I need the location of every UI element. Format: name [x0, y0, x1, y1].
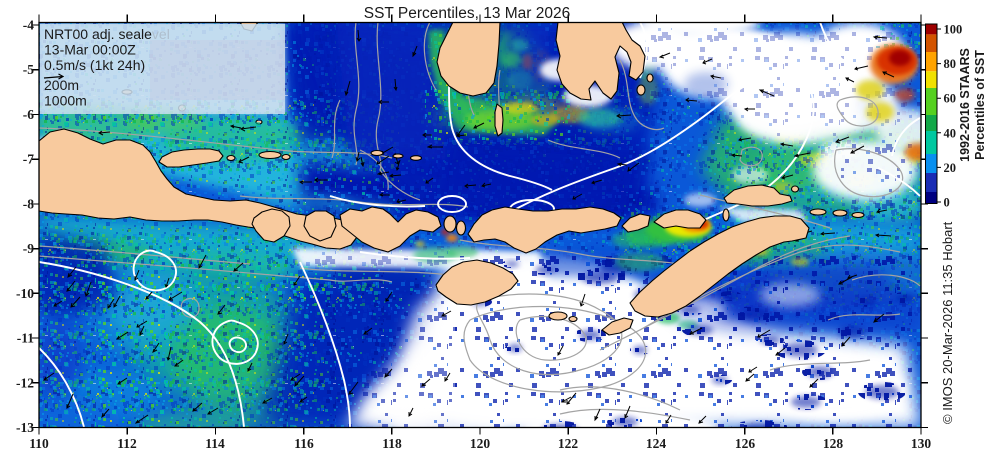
- svg-text:80: 80: [944, 57, 957, 71]
- svg-text:116: 116: [294, 436, 314, 451]
- svg-text:20: 20: [944, 161, 957, 175]
- svg-text:-12: -12: [16, 375, 34, 390]
- svg-text:0.5m/s (1kt 24h): 0.5m/s (1kt 24h): [44, 57, 145, 73]
- svg-text:120: 120: [470, 436, 491, 451]
- svg-text:0: 0: [944, 196, 950, 210]
- svg-text:200m: 200m: [44, 77, 79, 93]
- svg-text:100: 100: [944, 23, 963, 37]
- svg-text:Percentiles of SST: Percentiles of SST: [973, 50, 987, 160]
- svg-text:128: 128: [823, 436, 844, 451]
- svg-text:-7: -7: [23, 152, 34, 167]
- svg-text:-8: -8: [23, 196, 34, 211]
- svg-text:114: 114: [205, 436, 225, 451]
- svg-text:110: 110: [29, 436, 49, 451]
- svg-text:-5: -5: [23, 62, 34, 77]
- svg-text:122: 122: [558, 436, 579, 451]
- svg-text:-6: -6: [23, 107, 34, 122]
- svg-text:124: 124: [646, 436, 667, 451]
- svg-text:-10: -10: [16, 286, 34, 301]
- svg-text:SST Percentiles, 13 Mar 2026: SST Percentiles, 13 Mar 2026: [364, 5, 571, 22]
- svg-text:-9: -9: [23, 241, 34, 256]
- svg-text:60: 60: [944, 92, 957, 106]
- svg-text:-11: -11: [17, 331, 35, 346]
- svg-text:© IMOS 20-Mar-2026 11:35 Hobar: © IMOS 20-Mar-2026 11:35 Hobart: [940, 221, 955, 424]
- svg-text:13-Mar 00:00Z: 13-Mar 00:00Z: [44, 42, 136, 58]
- svg-text:1000m: 1000m: [44, 93, 87, 109]
- svg-text:112: 112: [117, 436, 137, 451]
- svg-text:126: 126: [735, 436, 756, 451]
- svg-text:1992-2016 STAARS: 1992-2016 STAARS: [958, 48, 972, 162]
- svg-text:-4: -4: [23, 18, 34, 33]
- svg-text:40: 40: [944, 126, 957, 140]
- svg-text:NRT00 adj. sealevel: NRT00 adj. sealevel: [44, 26, 170, 42]
- svg-text:130: 130: [911, 436, 932, 451]
- svg-text:118: 118: [382, 436, 402, 451]
- svg-text:-13: -13: [16, 420, 34, 435]
